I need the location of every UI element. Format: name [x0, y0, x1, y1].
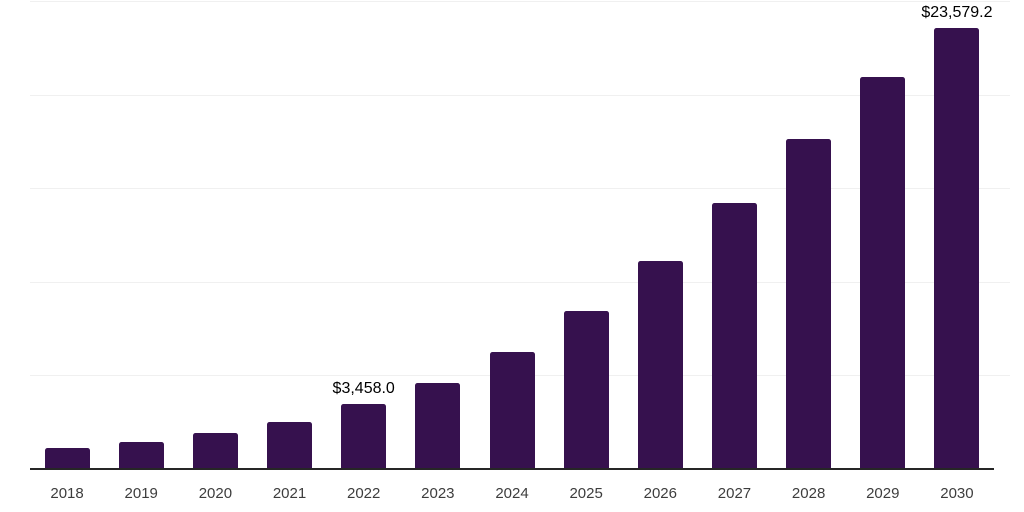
bar-2022 — [341, 404, 387, 469]
bar-2018 — [44, 447, 90, 469]
bar-2024 — [489, 351, 535, 469]
x-tick-2025: 2025 — [569, 485, 603, 502]
x-tick-2019: 2019 — [124, 485, 158, 502]
x-tick-2028: 2028 — [791, 485, 826, 502]
x-tick-2026: 2026 — [643, 485, 677, 502]
x-tick-2029: 2029 — [866, 485, 900, 502]
bar-2020 — [192, 433, 238, 469]
data-label-2030: $23,579.2 — [921, 3, 993, 21]
x-tick-2020: 2020 — [198, 485, 233, 502]
bar-2027 — [711, 202, 757, 469]
bar-2019 — [118, 441, 164, 469]
x-tick-2018: 2018 — [50, 485, 84, 502]
bar-2021 — [267, 421, 313, 469]
bar-2029 — [860, 77, 906, 469]
x-tick-2022: 2022 — [347, 485, 381, 502]
x-axis-line — [30, 467, 994, 470]
bar-2025 — [563, 311, 609, 469]
bar-2030 — [934, 27, 980, 469]
bar-2028 — [786, 138, 832, 469]
data-label-2022: $3,458.0 — [332, 380, 395, 398]
x-tick-2023: 2023 — [421, 485, 455, 502]
x-tick-2030: 2030 — [940, 485, 974, 502]
gridline-15000 — [30, 188, 1010, 190]
gridline-20000 — [30, 94, 1010, 96]
gridline-25000 — [30, 1, 1010, 2]
bar-2026 — [637, 260, 683, 469]
x-tick-2027: 2027 — [717, 485, 752, 502]
bar-2023 — [415, 382, 461, 469]
x-tick-2021: 2021 — [272, 485, 307, 502]
gridline-10000 — [30, 281, 1010, 283]
x-tick-2024: 2024 — [495, 485, 529, 502]
